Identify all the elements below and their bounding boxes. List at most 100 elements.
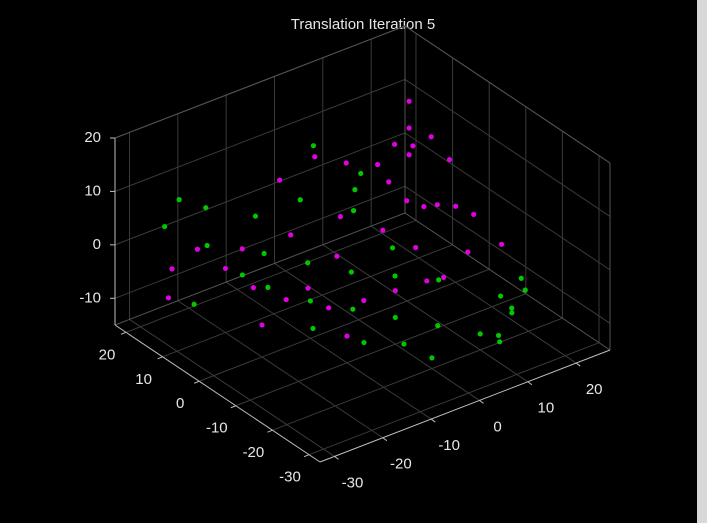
point — [436, 277, 442, 283]
x-axis — [319, 349, 611, 463]
point — [305, 260, 311, 266]
y-tick — [157, 356, 163, 360]
z-tick-label: -10 — [79, 289, 101, 306]
point — [471, 211, 477, 218]
point — [406, 152, 412, 158]
point — [222, 265, 229, 272]
point — [176, 197, 182, 203]
point — [361, 297, 367, 304]
point — [389, 245, 396, 251]
point — [350, 208, 357, 214]
x-tick-label: 20 — [586, 381, 603, 398]
x-tick — [382, 437, 388, 442]
box-edge — [114, 25, 406, 139]
point — [343, 160, 349, 166]
point — [497, 339, 503, 345]
x-tick-label: 0 — [493, 418, 501, 435]
grid-line — [404, 132, 611, 271]
box-edge — [404, 212, 611, 351]
point — [465, 249, 471, 255]
grid-line — [235, 293, 526, 407]
point — [509, 310, 515, 316]
point — [191, 301, 197, 307]
point — [375, 161, 381, 168]
point — [509, 305, 515, 311]
point — [498, 293, 504, 299]
point — [297, 197, 303, 203]
y-tick — [230, 405, 236, 409]
point — [406, 125, 412, 131]
point — [361, 339, 367, 346]
point — [204, 242, 210, 249]
z-tick-label: 10 — [84, 182, 101, 199]
point — [169, 266, 175, 272]
x-tick — [430, 418, 436, 423]
point — [305, 285, 311, 291]
point — [310, 325, 316, 332]
x-tick — [575, 362, 581, 367]
point — [307, 298, 313, 304]
y-tick-label: -30 — [279, 469, 301, 486]
point — [428, 134, 434, 140]
point — [477, 331, 483, 337]
grid-line — [114, 78, 406, 192]
point — [165, 295, 172, 301]
point — [441, 274, 447, 280]
point — [499, 241, 505, 247]
grid-line — [370, 225, 577, 364]
point — [429, 355, 435, 361]
point — [380, 227, 386, 233]
y-tick-label: -20 — [243, 444, 265, 461]
point — [358, 170, 364, 177]
z-tick-label: 20 — [84, 129, 101, 146]
x-tick-label: -30 — [342, 474, 364, 491]
point — [424, 278, 430, 284]
x-tick-label: -20 — [390, 456, 412, 473]
point — [312, 154, 318, 160]
grid-line — [322, 244, 529, 383]
point — [344, 333, 350, 339]
point — [453, 203, 459, 209]
y-tick-label: -10 — [206, 420, 228, 437]
point — [446, 157, 453, 163]
grid-line — [162, 244, 453, 358]
point — [326, 305, 332, 311]
grid-line — [114, 185, 406, 299]
point — [283, 296, 289, 303]
y-tick — [267, 429, 273, 433]
point — [410, 143, 416, 149]
point — [337, 214, 343, 220]
window-edge — [697, 0, 707, 523]
point — [348, 269, 354, 275]
point — [334, 253, 340, 259]
point — [259, 322, 265, 328]
box-edge — [114, 212, 406, 326]
point — [522, 287, 528, 293]
point — [495, 332, 502, 339]
grid-line — [308, 342, 600, 456]
grid-line — [225, 281, 432, 420]
y-tick-label: 10 — [135, 371, 152, 388]
point — [252, 213, 259, 219]
point — [277, 177, 283, 183]
point — [194, 246, 201, 252]
point — [288, 232, 294, 238]
x-tick-label: -10 — [438, 437, 460, 454]
grid-line — [404, 185, 611, 324]
point — [404, 198, 410, 204]
chart-title: Translation Iteration 5 — [291, 16, 436, 33]
x-tick-label: 10 — [537, 400, 554, 417]
point — [250, 285, 256, 291]
point — [392, 273, 398, 279]
point — [413, 244, 419, 251]
point — [261, 250, 267, 257]
z-tick-label: 0 — [93, 236, 101, 253]
grid-line — [129, 318, 335, 457]
point — [401, 341, 407, 347]
y-axis — [114, 324, 321, 463]
y-tick — [303, 454, 310, 458]
x-tick — [527, 381, 533, 386]
point — [310, 143, 317, 149]
box-edge — [404, 25, 611, 164]
